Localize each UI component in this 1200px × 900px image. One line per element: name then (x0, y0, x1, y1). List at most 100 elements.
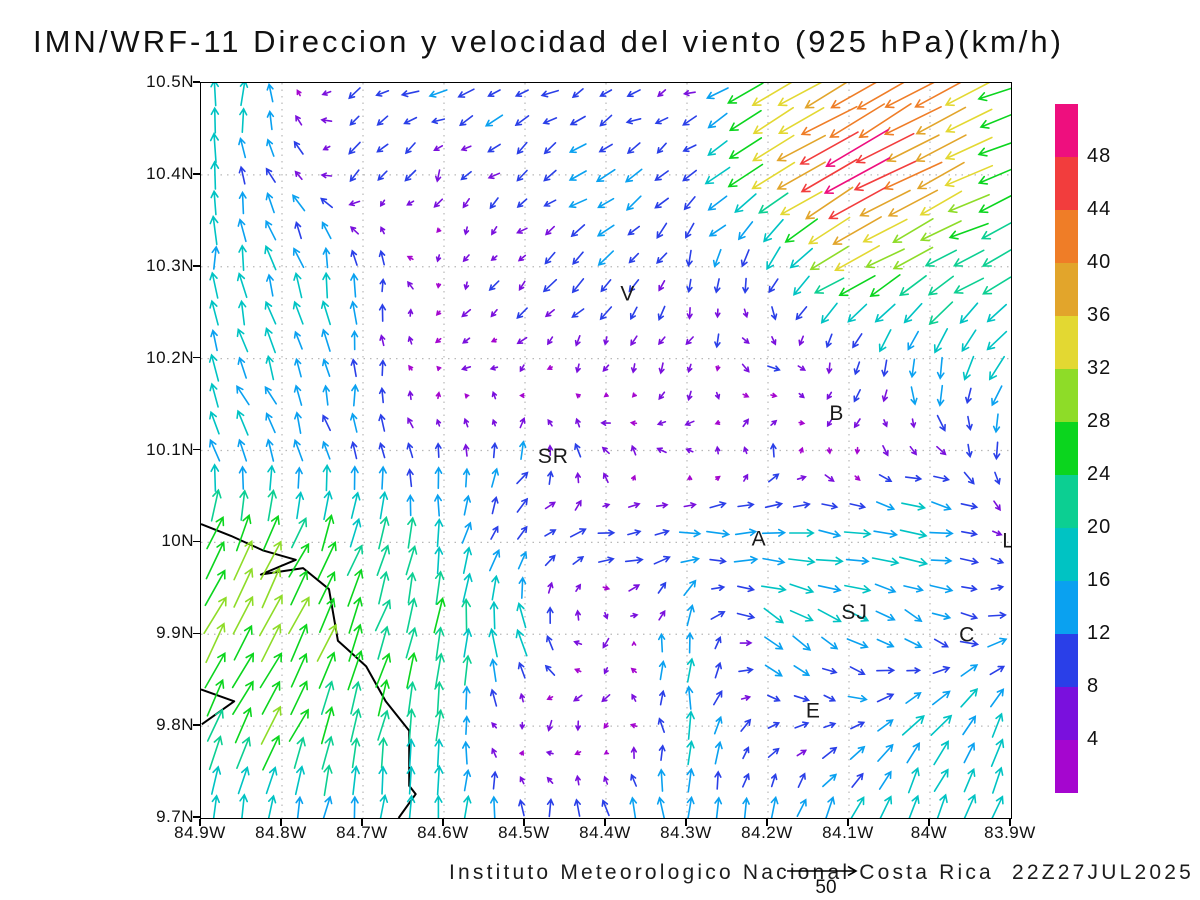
wind-arrow (488, 627, 498, 658)
lon-tick-mark (685, 818, 687, 826)
city-label: A (752, 528, 767, 551)
wind-arrow (323, 764, 333, 797)
wind-arrow (657, 336, 666, 346)
wind-arrow (461, 521, 472, 544)
wind-arrow (598, 556, 615, 564)
wind-arrow (905, 691, 922, 704)
wind-arrow (546, 606, 554, 624)
wind-arrow (238, 299, 247, 326)
colorbar-segment (1055, 263, 1078, 316)
wind-arrow (878, 474, 893, 482)
wind-arrow (874, 583, 897, 594)
wind-arrow (793, 695, 811, 703)
wind-arrow (626, 89, 641, 98)
wind-arrow (899, 556, 929, 567)
wind-arrow (770, 419, 778, 426)
wind-arrow (206, 515, 225, 550)
wind-arrow (751, 161, 796, 190)
colorbar-segment (1055, 687, 1078, 740)
wind-arrow (630, 667, 637, 674)
wind-arrow (825, 129, 889, 168)
wind-arrow (406, 494, 415, 517)
wind-arrow (789, 609, 814, 622)
wind-arrow (264, 300, 277, 325)
wind-arrow (683, 502, 697, 509)
wind-arrow (986, 330, 1008, 351)
wind-arrow (575, 774, 581, 786)
wind-arrow (237, 218, 247, 243)
wind-arrow (629, 723, 638, 729)
wind-arrow (859, 189, 911, 217)
wind-arrow (406, 680, 417, 715)
wind-arrow (378, 441, 386, 459)
wind-arrow (875, 610, 896, 621)
wind-arrow (597, 197, 615, 209)
wind-arrow (435, 708, 445, 742)
wind-arrow (209, 438, 221, 462)
wind-arrow (379, 278, 386, 293)
lon-tick-label: 84.3W (660, 823, 712, 842)
wind-arrow (211, 765, 222, 795)
wind-arrow (878, 329, 892, 353)
lat-tick-label: 10.4N (146, 163, 194, 183)
wind-arrow (294, 765, 305, 796)
wind-arrow (658, 609, 666, 621)
colorbar-segment (1055, 104, 1078, 157)
wind-arrow (657, 305, 666, 321)
colorbar-label: 44 (1087, 198, 1112, 220)
wind-arrow (403, 116, 418, 125)
wind-arrow (682, 144, 697, 153)
colorbar-segment (1055, 581, 1078, 634)
wind-arrow (656, 420, 667, 426)
lon-tick-mark (928, 818, 930, 826)
wind-arrow (238, 165, 246, 185)
wind-arrow (318, 570, 336, 605)
wind-arrow (776, 134, 826, 162)
wind-arrow (290, 623, 309, 662)
wind-arrow (686, 278, 693, 294)
wind-arrow (462, 198, 470, 209)
wind-arrow (518, 280, 526, 291)
wind-arrow (406, 255, 414, 261)
wind-arrow (378, 570, 390, 605)
wind-arrow (714, 420, 721, 425)
wind-arrow (435, 391, 441, 400)
wind-arrow (980, 221, 1011, 240)
wind-arrow (707, 140, 728, 156)
wind-arrow (517, 254, 527, 262)
wind-arrow (462, 740, 470, 765)
wind-arrow (800, 105, 858, 136)
wind-arrow (544, 529, 557, 537)
wind-arrow (516, 227, 528, 234)
wind-arrow (654, 197, 669, 209)
colorbar-label: 48 (1087, 145, 1112, 167)
wind-arrow (826, 419, 833, 428)
wind-arrow (713, 278, 721, 294)
wind-arrows (203, 83, 1011, 818)
wind-arrow (236, 385, 250, 406)
wind-arrow (436, 365, 442, 372)
colorbar-segment (1055, 369, 1078, 422)
wind-arrow (519, 749, 524, 756)
wind-arrow (544, 251, 556, 265)
wind-arrow (378, 765, 388, 795)
wind-arrow (210, 106, 220, 134)
wind-arrow (462, 572, 473, 603)
colorbar-label: 16 (1087, 569, 1112, 591)
wind-arrow (348, 200, 361, 207)
wind-arrow (603, 611, 609, 620)
wind-arrow (741, 363, 750, 373)
wind-arrow (784, 218, 818, 243)
wind-arrow (962, 355, 975, 381)
wind-arrow (851, 772, 864, 788)
wind-arrow (767, 721, 781, 729)
wind-arrow (710, 611, 726, 620)
lon-tick-label: 84W (910, 823, 948, 842)
wind-arrow (434, 680, 444, 715)
wind-arrow (544, 664, 556, 676)
lon-tick-mark (199, 818, 201, 826)
wind-arrow (347, 649, 364, 691)
wind-arrow (406, 651, 418, 689)
wind-arrow (571, 308, 585, 318)
lon-tick-mark (523, 818, 525, 826)
